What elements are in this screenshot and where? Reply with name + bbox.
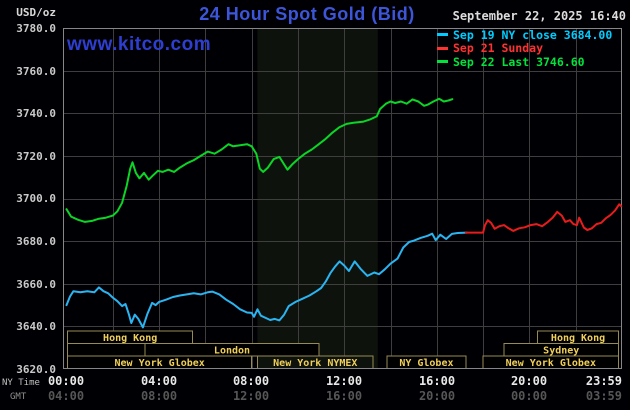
session-label: New York NYMEX	[273, 358, 357, 369]
legend-item-sep19: Sep 19 NY close 3684.00	[437, 28, 612, 42]
x-tick-ny: 08:00	[232, 374, 270, 388]
y-tick: 3640.0	[16, 320, 56, 333]
x-tick-gmt: 08:00	[140, 389, 178, 403]
legend-swatch-icon	[437, 33, 448, 37]
page-title: 24 Hour Spot Gold (Bid)	[199, 4, 415, 24]
x-tick-ny: 23:59	[585, 374, 622, 388]
x-tick-gmt: 16:00	[325, 389, 363, 403]
y-tick: 3760.0	[16, 65, 56, 78]
legend-item-sep22: Sep 22 Last 3746.60	[437, 55, 612, 69]
kitco-watermark: www.kitco.com	[67, 34, 212, 55]
series-line-sep-21-sunday	[464, 203, 623, 234]
x-tick-ny: 04:00	[140, 374, 178, 388]
x-tick-ny: 12:00	[325, 374, 363, 388]
y-tick: 3780.0	[16, 22, 56, 35]
session-label: New York Globex	[115, 358, 205, 369]
y-axis-units: USD/oz	[16, 6, 56, 19]
x-tick-gmt: 12:00	[232, 389, 270, 403]
legend-item-sep21: Sep 21 Sunday	[437, 41, 612, 56]
legend: Sep 19 NY close 3684.00 Sep 21 Sunday Se…	[437, 28, 612, 69]
session-label: New York Globex	[506, 358, 596, 369]
session-box-unlabeled	[67, 343, 146, 357]
plot-border	[63, 28, 622, 369]
session-label: NY Globex	[399, 358, 453, 369]
x-tick-gmt: 20:00	[418, 389, 456, 403]
x-axis-ny-label: NY Time	[2, 378, 40, 388]
session-label: London	[214, 345, 250, 356]
legend-label: Sep 22 Last 3746.60	[453, 54, 585, 69]
legend-swatch-icon	[437, 60, 448, 64]
session-label: Sydney	[543, 345, 579, 356]
y-tick: 3660.0	[16, 278, 56, 291]
x-tick-ny: 20:00	[510, 374, 548, 388]
session-box-hong-kong	[537, 330, 620, 344]
series-line-sep-19-ny-close	[65, 231, 468, 329]
y-tick: 3680.0	[16, 235, 56, 248]
y-tick: 3620.0	[16, 363, 56, 376]
x-tick-ny: 00:00	[47, 374, 85, 388]
nymex-session-band	[257, 28, 378, 369]
series-line-sep-22	[65, 97, 454, 223]
x-tick-gmt: 00:00	[510, 389, 548, 403]
y-tick: 3740.0	[16, 107, 56, 120]
y-tick: 3700.0	[16, 192, 56, 205]
x-axis-gmt-label: GMT	[10, 392, 27, 402]
session-label: Hong Kong	[551, 333, 605, 344]
legend-label: Sep 19 NY close 3684.00	[453, 27, 613, 42]
session-label: Hong Kong	[103, 333, 157, 344]
x-tick-gmt: 04:00	[47, 389, 85, 403]
chart-datetime: September 22, 2025 16:40	[452, 9, 626, 23]
x-tick-ny: 16:00	[418, 374, 456, 388]
y-tick: 3720.0	[16, 150, 56, 163]
legend-swatch-icon	[437, 46, 448, 50]
legend-label: Sep 21 Sunday	[453, 41, 544, 56]
x-tick-gmt: 03:59	[585, 389, 622, 403]
